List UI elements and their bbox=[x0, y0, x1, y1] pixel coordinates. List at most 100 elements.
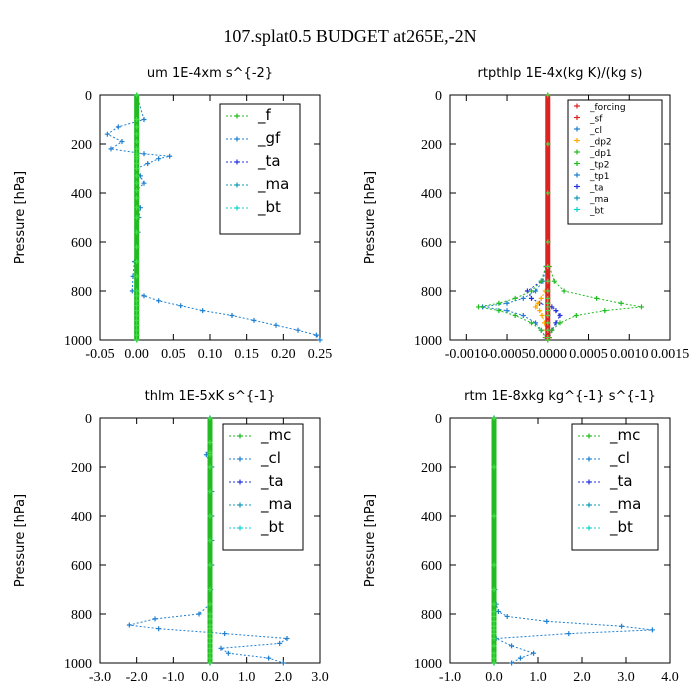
legend-label: _forcing bbox=[589, 103, 626, 113]
x-tick-label: 3.0 bbox=[617, 670, 635, 685]
y-tick-label: 400 bbox=[421, 187, 442, 202]
legend-label: _ma bbox=[257, 175, 289, 194]
data-point bbox=[618, 300, 624, 306]
data-point bbox=[134, 313, 140, 318]
legend-marker bbox=[574, 161, 580, 166]
data-point bbox=[317, 337, 323, 343]
data-point bbox=[545, 295, 551, 301]
legend-label: _sf bbox=[589, 115, 603, 125]
y-tick-label: 0 bbox=[435, 89, 442, 104]
data-point bbox=[545, 337, 551, 343]
x-tick-label: -1.0 bbox=[162, 670, 184, 685]
data-point bbox=[134, 124, 140, 130]
x-tick-label: -2.0 bbox=[126, 670, 148, 685]
x-tick-label: 0.10 bbox=[198, 347, 223, 362]
data-point bbox=[207, 650, 213, 656]
data-point bbox=[207, 513, 213, 519]
data-point bbox=[551, 278, 557, 284]
series-ta bbox=[524, 92, 563, 343]
legend-label: _bt bbox=[260, 518, 284, 537]
data-point bbox=[491, 601, 497, 607]
data-point bbox=[491, 562, 497, 568]
data-point bbox=[134, 156, 140, 162]
chart-panel-4: rtm 1E-8xkg kg^{-1} s^{-1} Pressure [hPa]… bbox=[363, 389, 679, 685]
data-point bbox=[207, 452, 213, 458]
legend-label: _ma bbox=[609, 495, 641, 514]
data-point bbox=[545, 278, 551, 284]
data-point bbox=[496, 300, 502, 306]
x-tick-label: 0.0 bbox=[201, 670, 219, 685]
data-point bbox=[156, 298, 162, 304]
legend-marker bbox=[574, 138, 580, 143]
data-point bbox=[553, 308, 559, 314]
data-point bbox=[134, 117, 140, 122]
legend-box bbox=[571, 423, 659, 551]
y-tick-label: 1000 bbox=[64, 657, 92, 672]
data-point bbox=[134, 273, 140, 279]
y-axis-label: Pressure [hPa] bbox=[363, 494, 378, 587]
data-point bbox=[491, 650, 497, 656]
data-point bbox=[178, 303, 184, 309]
data-point bbox=[207, 464, 213, 470]
data-point bbox=[152, 616, 158, 622]
data-point bbox=[134, 332, 140, 338]
data-point bbox=[207, 415, 213, 421]
data-point bbox=[295, 327, 301, 333]
legend-label: _ma bbox=[589, 195, 609, 205]
data-point bbox=[134, 327, 140, 333]
x-tick-label: 4.0 bbox=[661, 670, 679, 685]
data-point bbox=[538, 327, 544, 333]
y-tick-label: 200 bbox=[421, 138, 442, 153]
data-point bbox=[207, 626, 213, 632]
data-point bbox=[491, 643, 497, 649]
legend-marker bbox=[586, 433, 592, 439]
x-tick-label: 3.0 bbox=[311, 670, 329, 685]
data-point bbox=[491, 655, 497, 661]
legend-marker bbox=[574, 115, 580, 120]
data-point bbox=[491, 618, 497, 624]
data-point bbox=[134, 288, 140, 294]
data-point bbox=[535, 300, 541, 306]
legend-label: _mc bbox=[260, 426, 291, 445]
data-point bbox=[141, 117, 147, 122]
data-point bbox=[134, 317, 140, 323]
data-point bbox=[207, 616, 213, 622]
data-point bbox=[594, 295, 600, 301]
data-point bbox=[141, 293, 147, 299]
data-point bbox=[134, 188, 140, 194]
data-point bbox=[638, 304, 644, 310]
y-tick-label: 400 bbox=[71, 187, 92, 202]
data-point bbox=[531, 650, 537, 656]
data-point bbox=[537, 308, 543, 314]
data-point bbox=[277, 640, 283, 646]
legend-label: _tp1 bbox=[589, 172, 609, 182]
y-tick-label: 800 bbox=[71, 285, 92, 300]
x-tick-label: 0.0010 bbox=[610, 347, 649, 362]
y-axis-label: Pressure [hPa] bbox=[363, 171, 378, 264]
data-point bbox=[476, 304, 482, 310]
legend-label: _bt bbox=[589, 207, 604, 217]
data-point bbox=[520, 295, 526, 301]
x-tick-label: 0.25 bbox=[308, 347, 333, 362]
data-point bbox=[207, 538, 213, 543]
data-point bbox=[108, 146, 114, 152]
data-point bbox=[218, 645, 224, 651]
data-point bbox=[539, 313, 545, 318]
data-point bbox=[207, 489, 213, 494]
data-point bbox=[207, 587, 213, 592]
data-point bbox=[200, 308, 206, 314]
legend-label: _mc bbox=[609, 426, 640, 445]
data-point bbox=[134, 322, 140, 328]
y-tick-label: 800 bbox=[421, 608, 442, 623]
data-point bbox=[491, 609, 497, 615]
data-point bbox=[126, 622, 132, 628]
data-point bbox=[545, 313, 551, 318]
x-tick-label: 0.05 bbox=[161, 347, 186, 362]
chart-panel-2: rtpthlp 1E-4x(kg K)/(kg s) Pressure [hPa]… bbox=[363, 66, 689, 362]
data-point bbox=[602, 308, 608, 314]
data-point bbox=[134, 308, 140, 314]
data-point bbox=[495, 609, 501, 615]
y-tick-label: 1000 bbox=[64, 334, 92, 349]
data-point bbox=[222, 631, 228, 637]
data-point bbox=[545, 190, 551, 196]
